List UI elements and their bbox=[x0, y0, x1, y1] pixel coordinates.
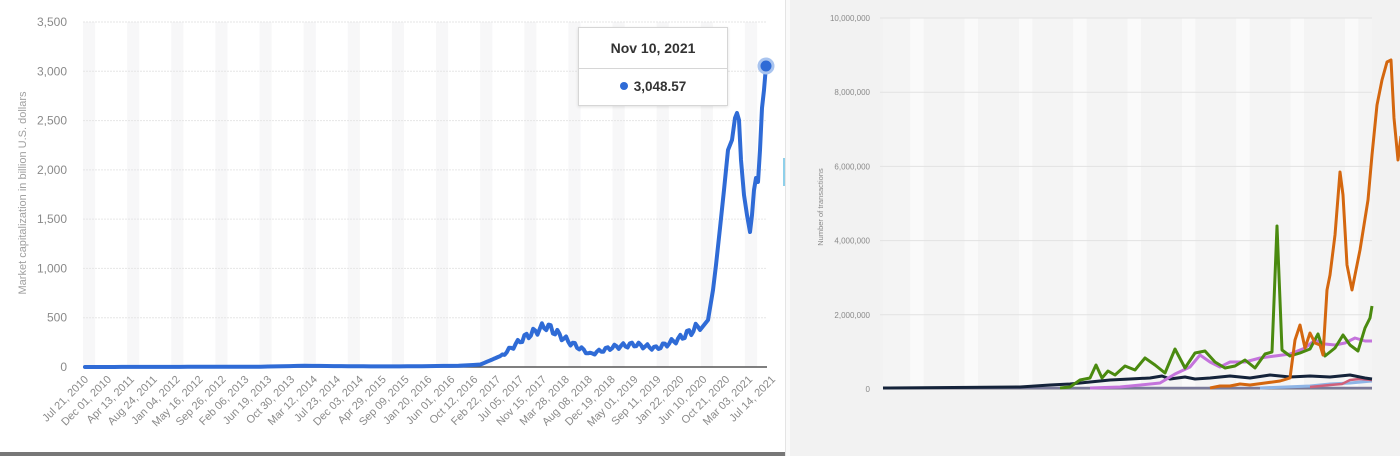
y-tick-label: 3,500 bbox=[37, 15, 67, 29]
scroll-handle[interactable] bbox=[783, 158, 786, 186]
y-axis-label: Number of transactions bbox=[816, 168, 825, 246]
y-axis-label: Market capitalization in billion U.S. do… bbox=[17, 91, 29, 294]
y-axis-ticks: 0 500 1,000 1,500 2,000 2,500 3,000 3,500 bbox=[37, 15, 67, 374]
y-tick-label: 6,000,000 bbox=[834, 162, 870, 171]
y-tick-label: 1,500 bbox=[37, 212, 67, 226]
market-cap-chart: 0 500 1,000 1,500 2,000 2,500 3,000 3,500 Marke… bbox=[17, 15, 778, 430]
y-tick-label: 2,000,000 bbox=[834, 311, 870, 320]
panel-divider bbox=[785, 0, 791, 456]
transactions-chart: 0 2,000,000 4,000,000 6,000,000 8,000,000 10,… bbox=[816, 14, 1400, 394]
y-tick-label: 8,000,000 bbox=[834, 88, 870, 97]
tooltip-date: Nov 10, 2021 bbox=[579, 28, 727, 69]
transactions-chart-panel: 0 2,000,000 4,000,000 6,000,000 8,000,000 10,… bbox=[790, 0, 1400, 456]
market-cap-chart-panel: 0 500 1,000 1,500 2,000 2,500 3,000 3,500 Marke… bbox=[17, 15, 786, 430]
series-line-purple[interactable] bbox=[1089, 336, 1372, 390]
tooltip: Nov 10, 2021 3,048.57 bbox=[578, 27, 728, 106]
y-tick-label: 4,000,000 bbox=[834, 237, 870, 246]
y-tick-label: 500 bbox=[47, 311, 67, 325]
chart-background-bands bbox=[83, 22, 758, 367]
bottom-border bbox=[0, 452, 785, 456]
series-line-green[interactable] bbox=[1059, 224, 1374, 390]
gridlines bbox=[880, 17, 1372, 316]
y-tick-label: 2,500 bbox=[37, 114, 67, 128]
series-dot-icon bbox=[619, 82, 628, 90]
y-tick-label: 2,000 bbox=[37, 163, 67, 177]
series-line-pink[interactable] bbox=[1309, 377, 1373, 389]
y-axis-ticks: 0 2,000,000 4,000,000 6,000,000 8,000,000 10,… bbox=[830, 14, 871, 394]
series-lines bbox=[882, 58, 1400, 390]
series-line-navy[interactable] bbox=[882, 373, 1373, 390]
market-cap-line[interactable] bbox=[83, 64, 768, 369]
series-line-orange[interactable] bbox=[1209, 58, 1400, 390]
tooltip-value: 3,048.57 bbox=[633, 79, 687, 94]
hover-point-marker[interactable] bbox=[757, 57, 775, 75]
chart-background-bands bbox=[883, 18, 1372, 389]
y-tick-label: 0 bbox=[60, 360, 67, 374]
y-tick-label: 0 bbox=[866, 385, 871, 394]
y-tick-label: 1,000 bbox=[37, 261, 67, 275]
y-tick-label: 3,000 bbox=[37, 64, 67, 78]
y-tick-label: 10,000,000 bbox=[830, 14, 871, 23]
tooltip-value-row: 3,048.57 bbox=[579, 69, 727, 105]
